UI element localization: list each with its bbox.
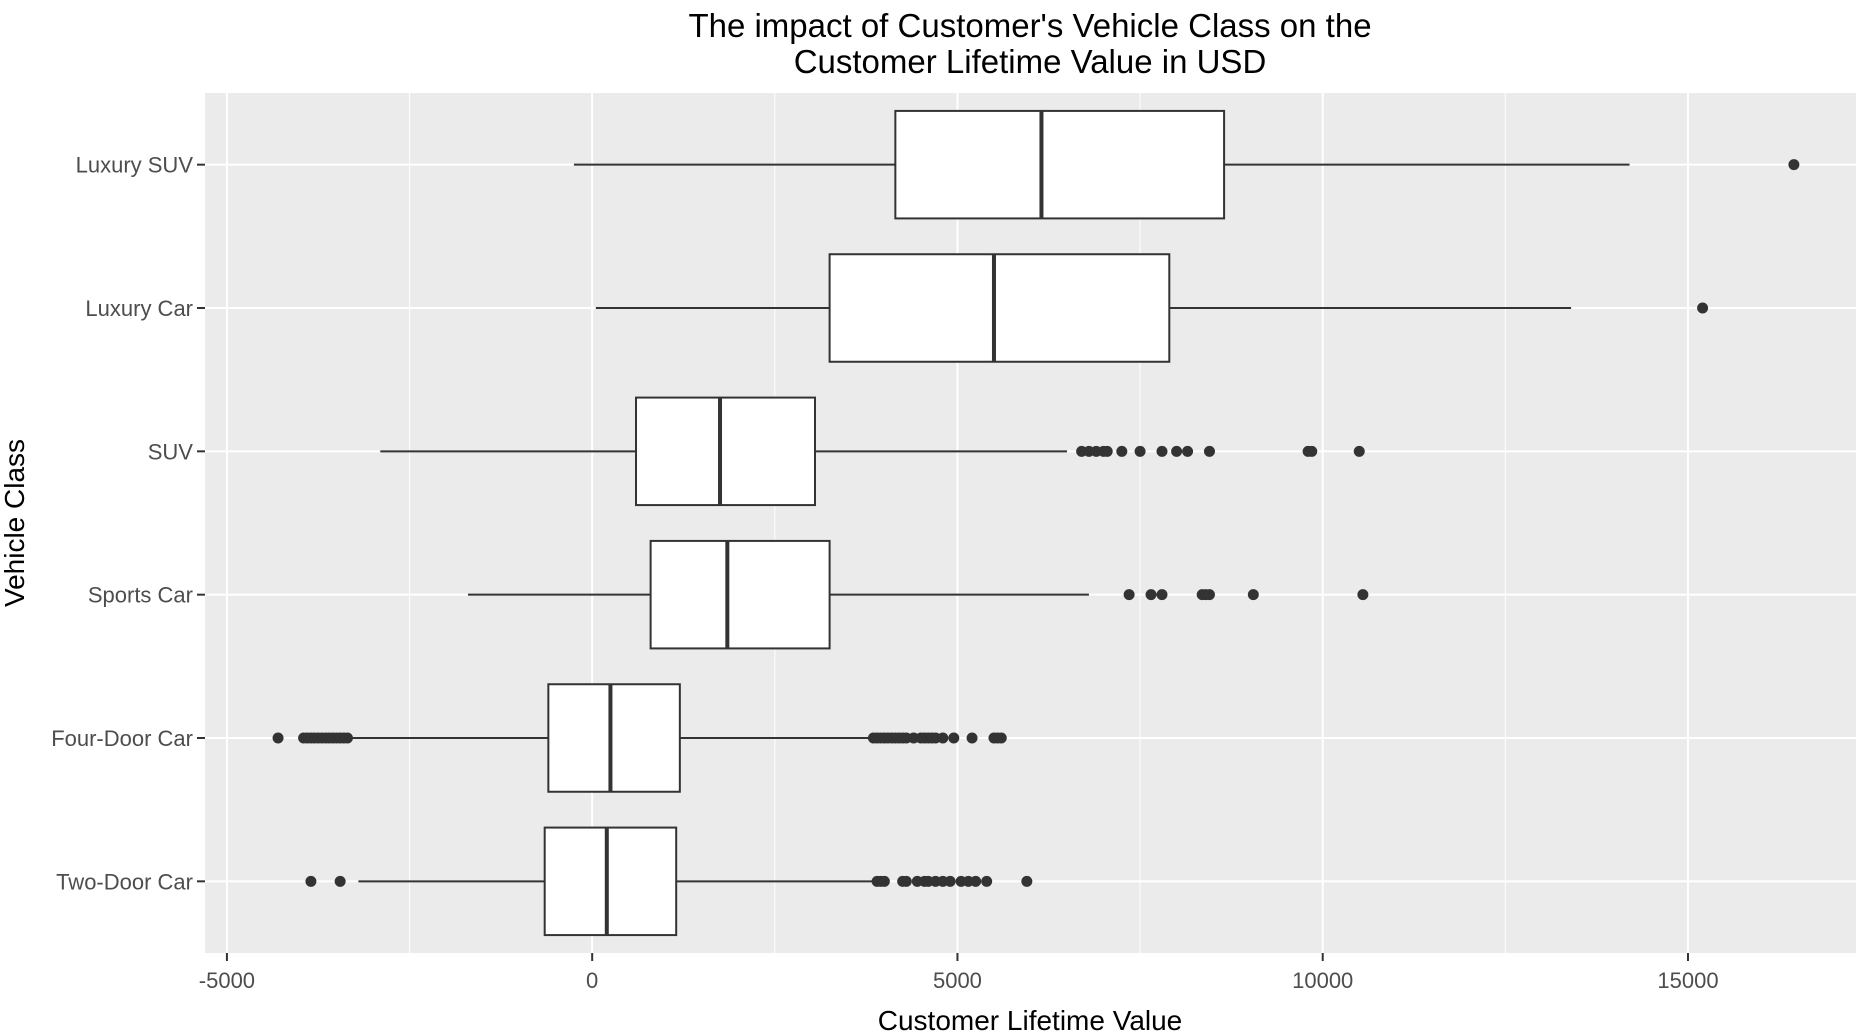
- iqr-box: [635, 396, 816, 507]
- iqr-box: [649, 539, 831, 650]
- box-group: [573, 109, 1800, 220]
- outlier-point: [1697, 302, 1709, 314]
- iqr-box: [894, 109, 1226, 220]
- y-axis: Luxury SUV Luxury Car SUV Sports Car Four-Do…: [51, 153, 205, 894]
- outlier-point: [341, 732, 353, 744]
- box-group: [380, 396, 1365, 507]
- outlier-point: [1247, 589, 1259, 601]
- x-axis: -5000 0 5000 10000 15000: [199, 953, 1719, 993]
- x-axis-title: Customer Lifetime Value: [878, 1005, 1183, 1036]
- chart-title-line-1: The impact of Customer's Vehicle Class o…: [688, 7, 1371, 44]
- chart-title-line-2: Customer Lifetime Value in USD: [794, 43, 1267, 80]
- x-tick-label: 5000: [933, 968, 982, 993]
- outlier-point: [1182, 445, 1194, 457]
- iqr-box: [828, 253, 1171, 363]
- box-group: [305, 826, 1033, 937]
- outlier-point: [305, 875, 317, 887]
- box-series: [272, 109, 1800, 937]
- x-tick-label: 0: [586, 968, 598, 993]
- outlier-point: [1123, 589, 1135, 601]
- outlier-point: [1021, 875, 1033, 887]
- x-tick-label: 10000: [1292, 968, 1353, 993]
- outlier-point: [1353, 445, 1365, 457]
- outlier-point: [1357, 589, 1369, 601]
- x-tick-label: -5000: [199, 968, 255, 993]
- outlier-point: [1203, 445, 1215, 457]
- outlier-point: [900, 875, 912, 887]
- y-tick-label: Luxury Car: [85, 296, 193, 321]
- outlier-point: [981, 875, 993, 887]
- minor-gridlines: [409, 93, 1506, 953]
- y-tick-label: SUV: [148, 439, 194, 464]
- y-tick-label: Luxury SUV: [76, 153, 194, 178]
- iqr-box: [543, 826, 678, 937]
- outlier-point: [1788, 159, 1800, 171]
- iqr-box: [547, 683, 681, 793]
- outlier-point: [272, 732, 284, 744]
- box-group: [595, 253, 1709, 363]
- outlier-point: [966, 732, 978, 744]
- y-tick-label: Sports Car: [88, 583, 193, 608]
- outlier-point: [970, 875, 982, 887]
- outlier-point: [1306, 445, 1318, 457]
- outlier-point: [937, 732, 949, 744]
- outlier-point: [1116, 445, 1128, 457]
- outlier-point: [1134, 445, 1146, 457]
- outlier-point: [995, 732, 1007, 744]
- y-tick-label: Four-Door Car: [51, 726, 193, 751]
- outlier-point: [878, 875, 890, 887]
- outlier-point: [334, 875, 346, 887]
- outlier-point: [944, 875, 956, 887]
- box-group: [467, 539, 1369, 650]
- outlier-point: [1101, 445, 1113, 457]
- y-tick-label: Two-Door Car: [56, 869, 193, 894]
- outlier-point: [948, 732, 960, 744]
- x-tick-label: 15000: [1657, 968, 1718, 993]
- outlier-point: [1156, 589, 1168, 601]
- box-group: [272, 683, 1007, 793]
- outlier-point: [1145, 589, 1157, 601]
- plot-panel: [205, 93, 1856, 953]
- outlier-point: [1171, 445, 1183, 457]
- outlier-point: [1156, 445, 1168, 457]
- y-axis-title: Vehicle Class: [0, 439, 30, 607]
- outlier-point: [1203, 589, 1215, 601]
